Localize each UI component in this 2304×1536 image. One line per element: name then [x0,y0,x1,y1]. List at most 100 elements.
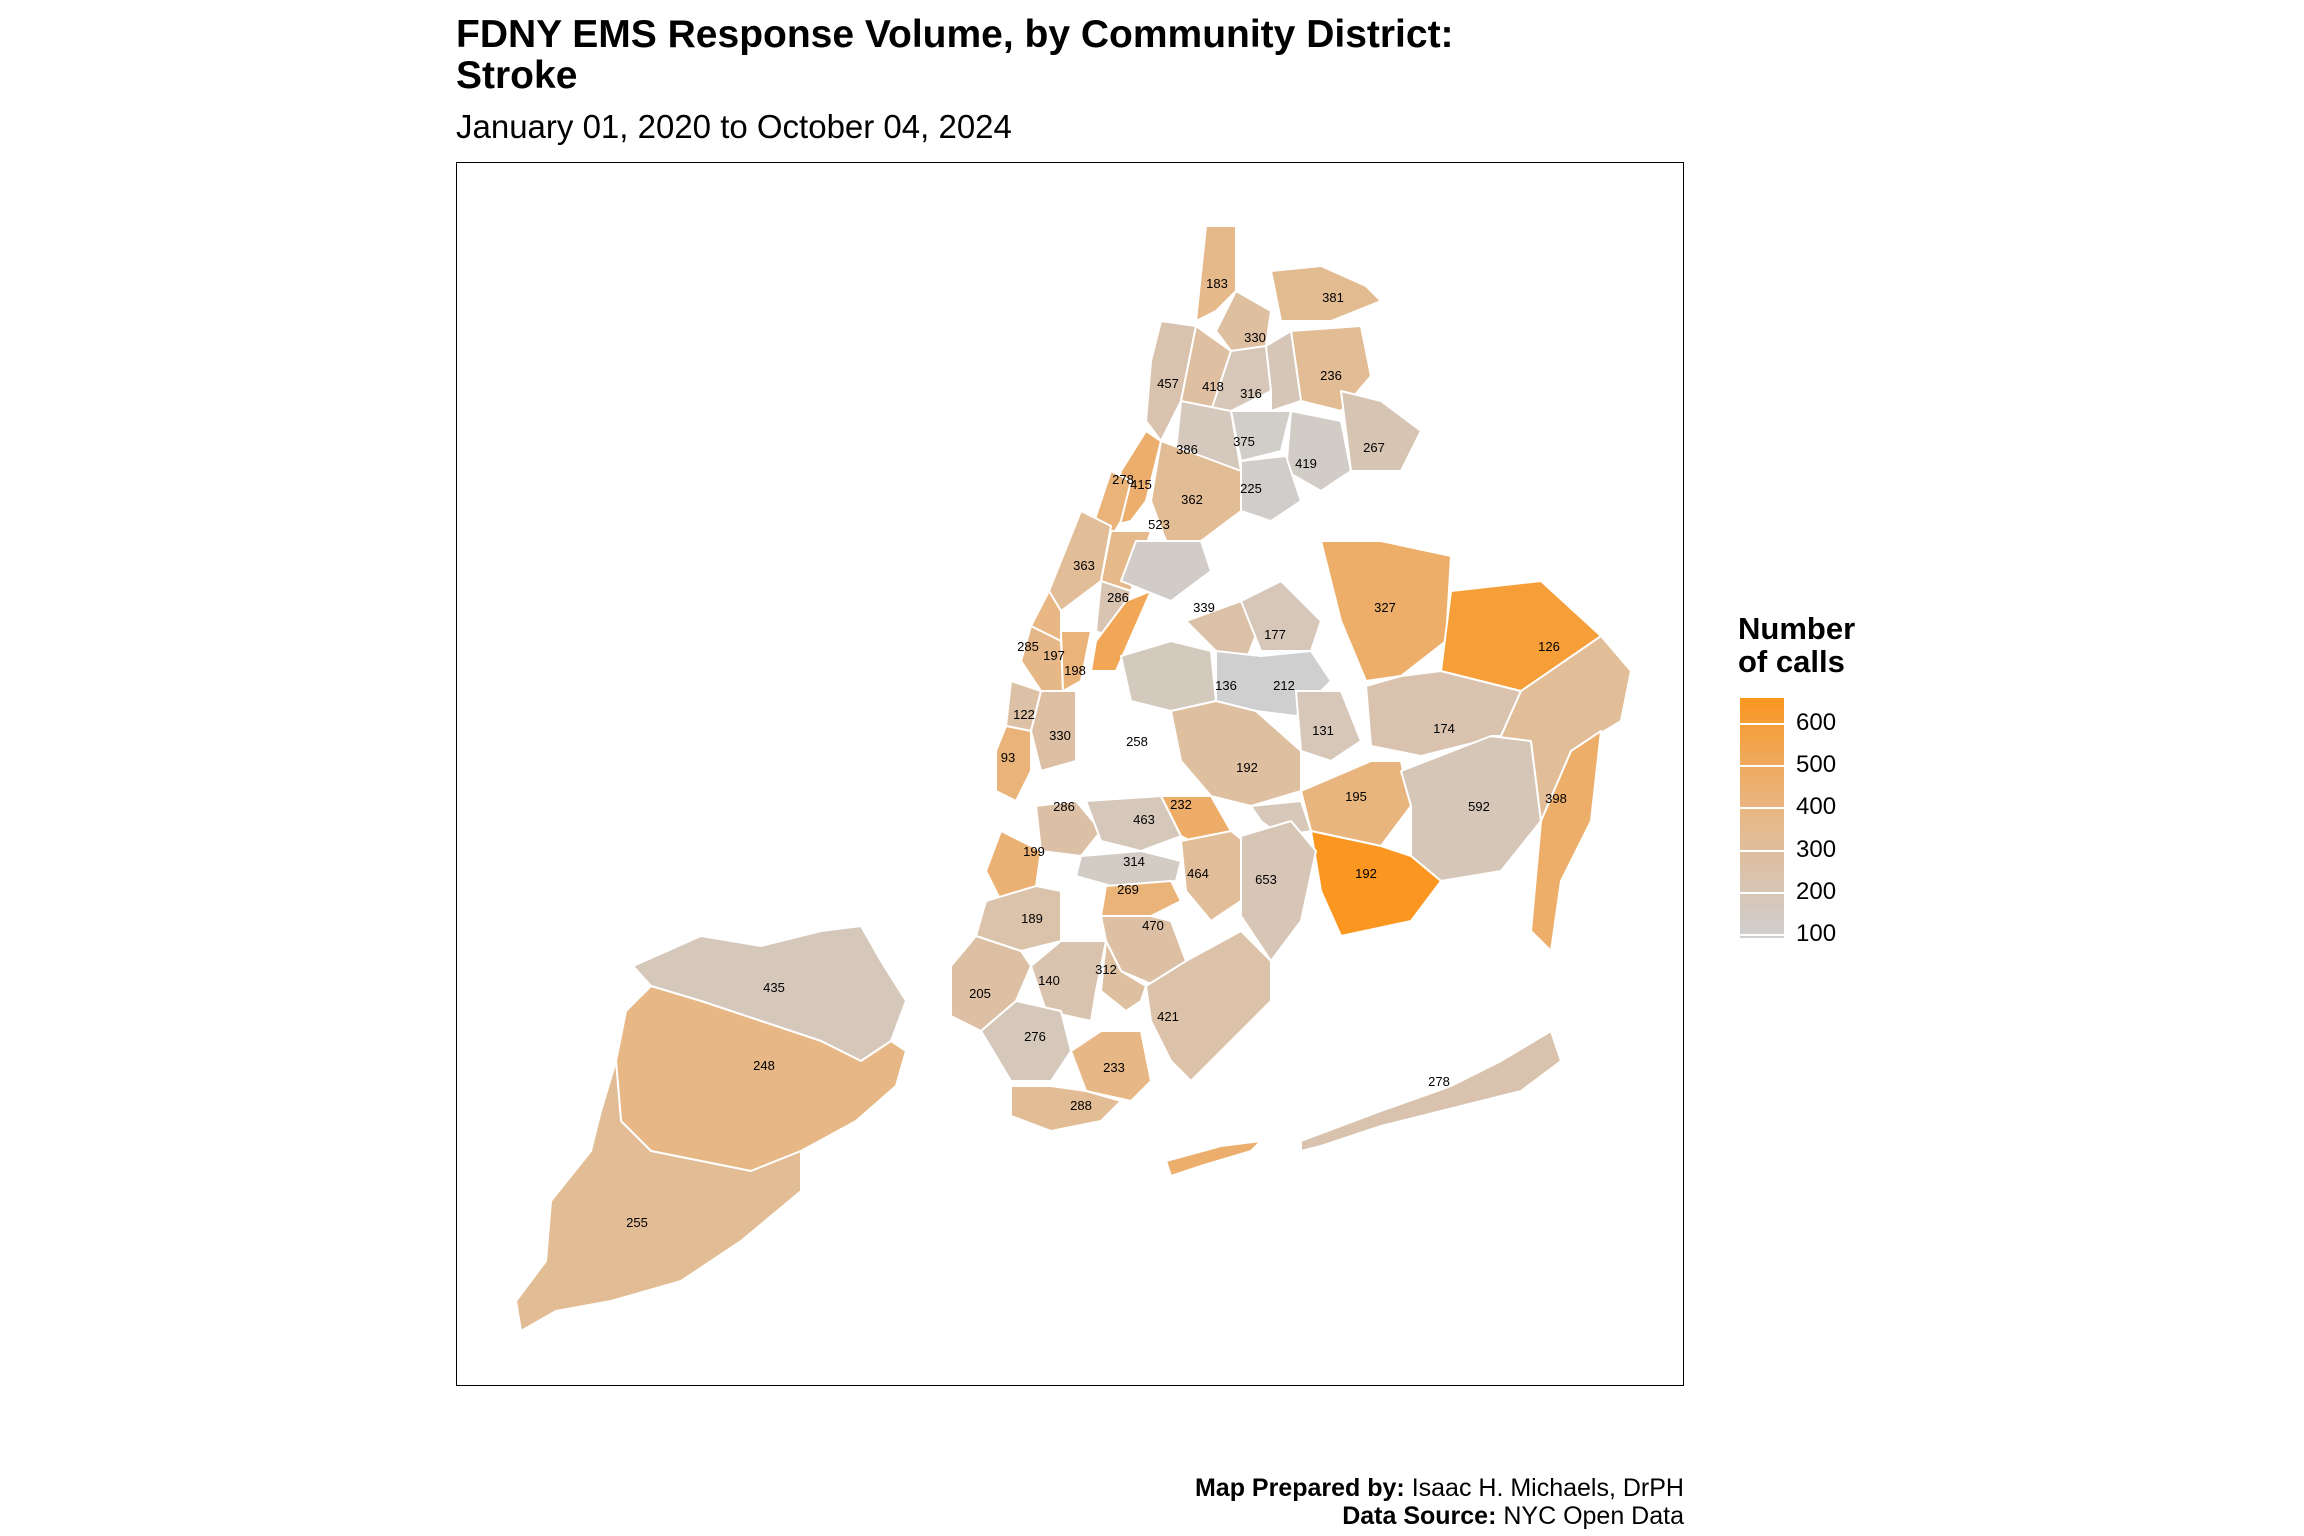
legend-tick-mark [1740,891,1784,894]
district-value-label: 314 [1123,854,1145,869]
color-legend: Number of calls 600 500 400 300 200 100 [1738,612,1938,945]
district-shape [1195,225,1237,322]
district-value-label: 288 [1070,1098,1092,1113]
district-value-label: 212 [1273,678,1295,693]
district-value-label: 286 [1053,799,1075,814]
credit-prepared-value: Isaac H. Michaels, DrPH [1404,1474,1684,1502]
district-value-label: 381 [1322,290,1344,305]
district-value-label: 464 [1187,866,1209,881]
district-shape [1120,640,1217,712]
district-value-label: 418 [1202,379,1224,394]
district-value-label: 330 [1049,728,1071,743]
district-value-label: 398 [1545,791,1567,806]
district-value-label: 457 [1157,376,1179,391]
legend-tick-mark [1740,723,1784,726]
district-shape [1010,1085,1122,1132]
legend-color-bar [1740,698,1784,938]
district-value-label: 269 [1117,882,1139,897]
district-value-label: 592 [1468,799,1490,814]
map-title: FDNY EMS Response Volume, by Community D… [456,14,1756,96]
district-value-label: 330 [1244,330,1266,345]
district-value-label: 174 [1433,721,1455,736]
district-shape [1230,410,1292,462]
district-value-label: 286 [1107,590,1129,605]
district-value-label: 126 [1538,639,1560,654]
credit-source-value: NYC Open Data [1496,1502,1684,1530]
district-value-label: 285 [1017,639,1039,654]
district-value-label: 233 [1103,1060,1125,1075]
district-value-label: 267 [1363,440,1385,455]
district-shape [1240,580,1322,652]
district-value-label: 140 [1038,973,1060,988]
legend-tick-mark [1740,765,1784,768]
district-value-label: 258 [1126,734,1148,749]
district-value-label: 312 [1095,962,1117,977]
legend-tick-label: 200 [1796,877,1837,905]
district-value-label: 199 [1023,844,1045,859]
district-value-label: 198 [1064,663,1086,678]
title-line-1: FDNY EMS Response Volume, by Community D… [456,13,1454,56]
district-value-label: 278 [1428,1074,1450,1089]
district-value-label: 195 [1345,789,1367,804]
district-shape [1310,830,1442,937]
credit-prepared-label: Map Prepared by: [1194,1474,1405,1502]
district-value-label: 316 [1240,386,1262,401]
legend-tick-mark [1740,849,1784,852]
district-value-label: 421 [1157,1009,1179,1024]
district-value-label: 375 [1233,434,1255,449]
credit-prepared-by: Map Prepared by: Isaac H. Michaels, DrPH [1195,1474,1684,1503]
district-value-label: 327 [1374,600,1396,615]
district-shape [1340,390,1422,472]
legend-tick-mark [1740,933,1784,936]
legend-title-line-2: of calls [1738,644,1845,679]
district-value-label: 248 [753,1058,775,1073]
legend-tick-mark [1740,807,1784,810]
district-value-label: 236 [1320,368,1342,383]
credit-source-label: Data Source: [1342,1502,1497,1530]
district-shape [1165,1140,1262,1177]
district-shape [1120,540,1212,602]
district-shape [1320,540,1452,682]
district-value-label: 653 [1255,872,1277,887]
district-value-label: 463 [1133,812,1155,827]
district-shape [1100,880,1182,917]
district-shape [1210,345,1272,412]
district-value-label: 255 [626,1215,648,1230]
district-value-label: 435 [763,980,785,995]
district-value-label: 386 [1176,442,1198,457]
district-shape [1285,410,1352,492]
district-shape [1145,930,1272,1082]
district-value-label: 362 [1181,492,1203,507]
credit-data-source: Data Source: NYC Open Data [1342,1502,1684,1531]
district-shape [1170,700,1302,807]
district-value-label: 225 [1240,481,1262,496]
district-value-label: 131 [1312,723,1334,738]
district-value-label: 232 [1170,797,1192,812]
district-shape [1085,795,1182,852]
legend-tick-label: 500 [1796,751,1837,779]
legend-tick-label: 300 [1796,835,1837,863]
district-shape [1100,940,1147,1012]
legend-title-line-1: Number [1738,611,1856,646]
map-panel: 183 381 330 236 457 418 316 386 375 419 267 278 415 3… [456,162,1684,1386]
district-value-label: 339 [1193,600,1215,615]
legend-tick-label: 100 [1796,919,1837,947]
district-value-label: 122 [1013,707,1035,722]
district-shape [1060,630,1092,692]
legend-title: Number of calls [1738,612,1938,678]
district-shape [1185,600,1262,662]
district-shape [1530,730,1602,952]
district-value-label: 189 [1021,911,1043,926]
district-shape [1090,590,1152,672]
district-shape [515,1060,802,1332]
district-value-label: 363 [1073,558,1095,573]
district-shape [1030,690,1077,772]
district-value-label: 205 [969,986,991,1001]
district-value-label: 183 [1206,276,1228,291]
legend-tick-label: 600 [1796,709,1837,737]
title-line-2: Stroke [456,54,578,97]
district-value-label: 93 [1001,750,1015,765]
district-value-label: 276 [1024,1029,1046,1044]
district-value-label: 192 [1236,760,1258,775]
